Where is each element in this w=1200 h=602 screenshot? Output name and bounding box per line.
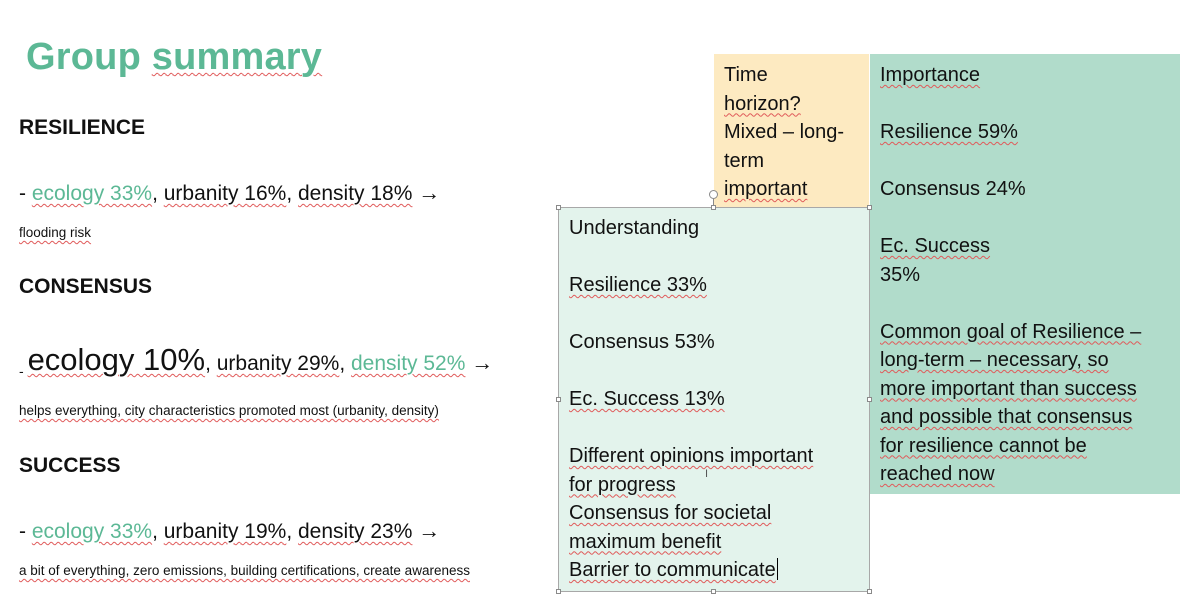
resize-handle-bottom-left[interactable] bbox=[556, 589, 561, 594]
resilience-urbanity: urbanity 16% bbox=[163, 182, 287, 205]
time-horizon-line: Mixed – long- bbox=[724, 121, 845, 143]
time-horizon-line: Time bbox=[724, 64, 768, 86]
resilience-density: density 18% bbox=[298, 182, 413, 205]
arrow-right-icon: → bbox=[418, 518, 441, 543]
resize-handle-left[interactable] bbox=[556, 397, 561, 402]
resilience-note: flooding risk bbox=[19, 225, 92, 240]
importance-resilience: Resilience 59% bbox=[880, 121, 1018, 143]
understanding-line: Barrier to communicate bbox=[569, 559, 776, 581]
title-word-group: Group bbox=[26, 36, 141, 78]
arrow-right-icon: → bbox=[471, 350, 494, 375]
consensus-urbanity: urbanity 29% bbox=[216, 352, 340, 375]
success-ecology: ecology 33% bbox=[31, 520, 153, 543]
importance-ec-success-value: 35% bbox=[880, 263, 921, 286]
success-dash: - bbox=[19, 520, 32, 543]
consensus-dash: - bbox=[19, 363, 28, 379]
consensus-note: helps everything, city characteristics p… bbox=[19, 403, 439, 418]
importance-paragraph-line: reached now bbox=[880, 463, 995, 485]
resilience-heading: RESILIENCE bbox=[19, 116, 146, 139]
importance-paragraph-line: long-term – necessary, so bbox=[880, 349, 1109, 371]
rotate-handle-icon[interactable] bbox=[709, 190, 718, 199]
success-note: a bit of everything, zero emissions, bui… bbox=[19, 563, 470, 578]
importance-ec-success-label: Ec. Success bbox=[880, 235, 991, 257]
time-horizon-box[interactable]: Time horizon? Mixed – long- term importa… bbox=[714, 54, 869, 207]
resize-handle-bottom-right[interactable] bbox=[867, 589, 872, 594]
understanding-line: maximum benefit bbox=[569, 530, 722, 553]
understanding-heading: Understanding bbox=[569, 217, 700, 239]
success-urbanity: urbanity 19% bbox=[163, 520, 287, 543]
consensus-ecology: ecology 10% bbox=[27, 342, 206, 377]
resize-handle-right[interactable] bbox=[867, 397, 872, 402]
consensus-density: density 52% bbox=[351, 352, 466, 375]
understanding-line: Different opinions important bbox=[569, 445, 814, 467]
understanding-last-line[interactable]: Barrier to communicate bbox=[569, 556, 859, 585]
consensus-heading: CONSENSUS bbox=[19, 275, 153, 298]
ibeam-cursor-icon: I bbox=[705, 468, 709, 480]
importance-paragraph-line: Common goal of Resilience – bbox=[880, 320, 1142, 343]
resize-handle-top-left[interactable] bbox=[556, 205, 561, 210]
understanding-resilience: Resilience 33% bbox=[569, 274, 707, 296]
understanding-ec-success: Ec. Success 13% bbox=[569, 388, 725, 410]
arrow-right-icon: → bbox=[418, 180, 441, 205]
importance-consensus: Consensus 24% bbox=[880, 178, 1026, 200]
resilience-dash: - bbox=[19, 182, 32, 205]
understanding-line: Consensus for societal bbox=[569, 502, 772, 524]
time-horizon-line: horizon? bbox=[724, 92, 801, 115]
consensus-stats: - ecology 10%, urbanity 29%, density 52%… bbox=[19, 342, 494, 379]
importance-paragraph-line: and possible that consensus bbox=[880, 406, 1133, 428]
resilience-stats: - ecology 33%, urbanity 16%, density 18%… bbox=[19, 180, 441, 205]
time-horizon-line: term bbox=[724, 149, 764, 172]
text-cursor bbox=[776, 558, 778, 580]
success-density: density 23% bbox=[298, 520, 413, 543]
understanding-box[interactable]: Understanding Resilience 33% Consensus 5… bbox=[558, 207, 870, 592]
resize-handle-bottom[interactable] bbox=[711, 589, 716, 594]
time-horizon-line: important bbox=[724, 178, 808, 200]
rotate-handle-stem bbox=[713, 199, 714, 206]
importance-heading: Importance bbox=[880, 64, 981, 86]
title-word-summary: summary bbox=[151, 36, 323, 78]
importance-paragraph-line: for resilience cannot be bbox=[880, 434, 1087, 457]
resilience-ecology: ecology 33% bbox=[31, 182, 153, 205]
resize-handle-top-right[interactable] bbox=[867, 205, 872, 210]
importance-paragraph-line: more important than success bbox=[880, 377, 1137, 400]
importance-box[interactable]: Importance Resilience 59% Consensus 24% … bbox=[870, 54, 1180, 494]
understanding-line: for progress bbox=[569, 473, 676, 496]
page-title: Group summary bbox=[26, 36, 322, 79]
understanding-consensus: Consensus 53% bbox=[569, 331, 715, 353]
success-heading: SUCCESS bbox=[19, 454, 121, 477]
success-stats: - ecology 33%, urbanity 19%, density 23%… bbox=[19, 518, 441, 543]
